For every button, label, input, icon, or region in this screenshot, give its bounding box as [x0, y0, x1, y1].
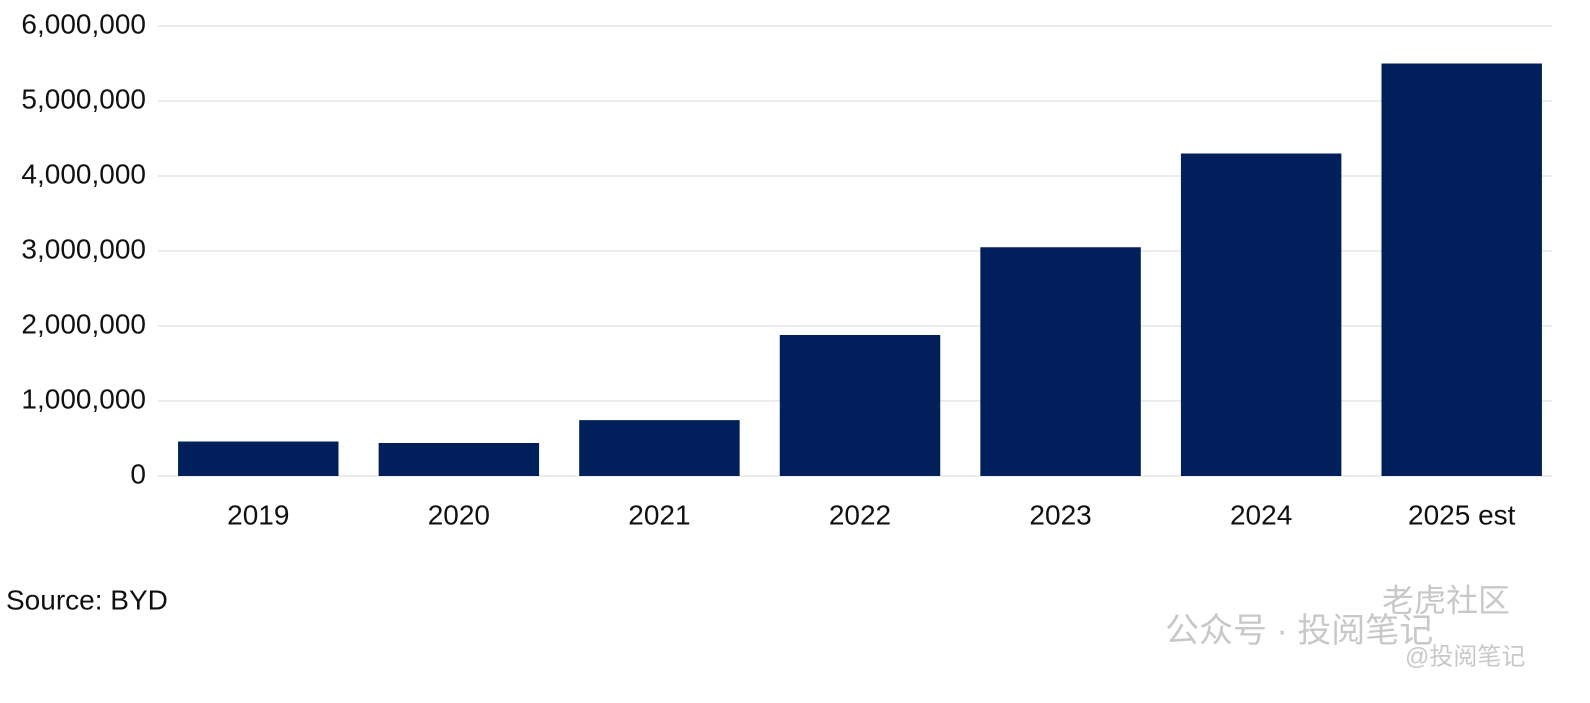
y-tick-label: 5,000,000 [21, 83, 146, 114]
bar [980, 247, 1141, 476]
bar [1180, 153, 1342, 476]
bar [178, 441, 339, 476]
y-tick-label: 2,000,000 [21, 308, 146, 339]
x-tick-label: 2020 [428, 499, 490, 530]
watermark: @投阅笔记 [1405, 643, 1525, 670]
x-tick-label: 2025 est [1408, 499, 1516, 530]
watermark: 老虎社区 [1382, 582, 1510, 618]
y-tick-label: 6,000,000 [21, 8, 146, 39]
bar [779, 335, 941, 476]
bar [579, 420, 740, 476]
x-tick-label: 2024 [1230, 499, 1292, 530]
source-note: Source: BYD [6, 584, 168, 615]
x-tick-label: 2022 [829, 499, 891, 530]
bar [378, 443, 540, 476]
x-tick-label: 2019 [227, 499, 289, 530]
watermark: 公众号 · 投阅笔记 [1165, 612, 1433, 650]
x-tick-label: 2021 [628, 499, 690, 530]
y-tick-label: 1,000,000 [21, 383, 146, 414]
bar [1381, 63, 1542, 476]
x-tick-label: 2023 [1029, 499, 1091, 530]
y-tick-label: 3,000,000 [21, 233, 146, 264]
y-tick-label: 4,000,000 [21, 158, 146, 189]
y-tick-label: 0 [130, 458, 146, 489]
